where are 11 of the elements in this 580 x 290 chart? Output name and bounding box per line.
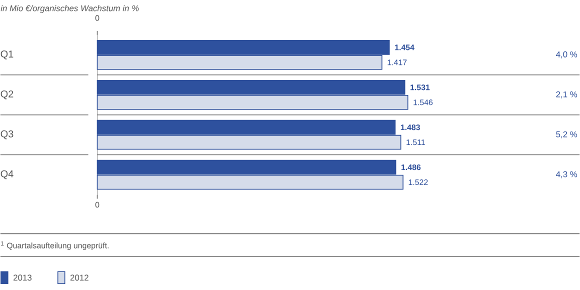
chart-title: in Mio €/organisches Wachstum in % [0,5,139,14]
text: 4,3 % [556,171,578,178]
text: 5,2 % [556,132,578,138]
legend-label: 2013 [14,274,32,281]
y-tick-label: Q1 [0,50,14,60]
legend-label: 2012 [70,274,88,281]
text: 4,0 % [556,52,578,59]
y-tick-label: Q2 [0,90,14,100]
y-tick-label: Q3 [0,130,14,140]
y-tick-label: Q4 [0,170,14,180]
text: 2,1 % [556,92,578,99]
